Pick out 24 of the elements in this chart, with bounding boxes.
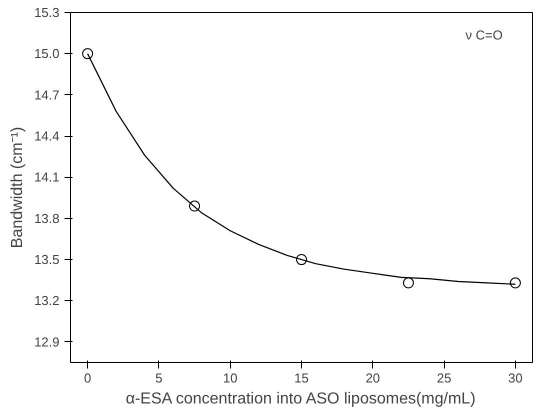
point xyxy=(189,200,200,212)
y-tick-label: 15.0 xyxy=(34,46,60,62)
x-tick-label: 20 xyxy=(366,370,380,386)
annotation: ν C=O xyxy=(466,28,503,42)
x-tick-label: 15 xyxy=(294,370,309,386)
y-tick-label: 15.3 xyxy=(34,5,60,20)
y-tick-label: 13.2 xyxy=(34,293,60,308)
x-tick-label: 0 xyxy=(84,370,92,386)
y-tick-label: 14.4 xyxy=(34,128,60,144)
x-tick-label: 10 xyxy=(222,370,238,386)
y-tick-label: 12.9 xyxy=(34,334,60,350)
x-axis-title: α-ESA concentration into ASO liposomes(mg/mL) xyxy=(126,390,476,408)
y-tick-label: 13.5 xyxy=(34,252,60,268)
y-tick-label: 13.8 xyxy=(34,210,60,226)
x-tick-label: 30 xyxy=(508,370,523,386)
point xyxy=(82,48,94,60)
y-axis-title: Bandwidth (cm⁻¹) xyxy=(9,126,26,248)
y-tick-label: 14.1 xyxy=(34,170,60,185)
point xyxy=(402,277,414,288)
point xyxy=(510,277,521,288)
x-tick-label: 5 xyxy=(155,370,163,386)
y-tick-label: 14.7 xyxy=(34,87,60,102)
point xyxy=(296,254,307,266)
x-tick-label: 25 xyxy=(436,370,452,386)
